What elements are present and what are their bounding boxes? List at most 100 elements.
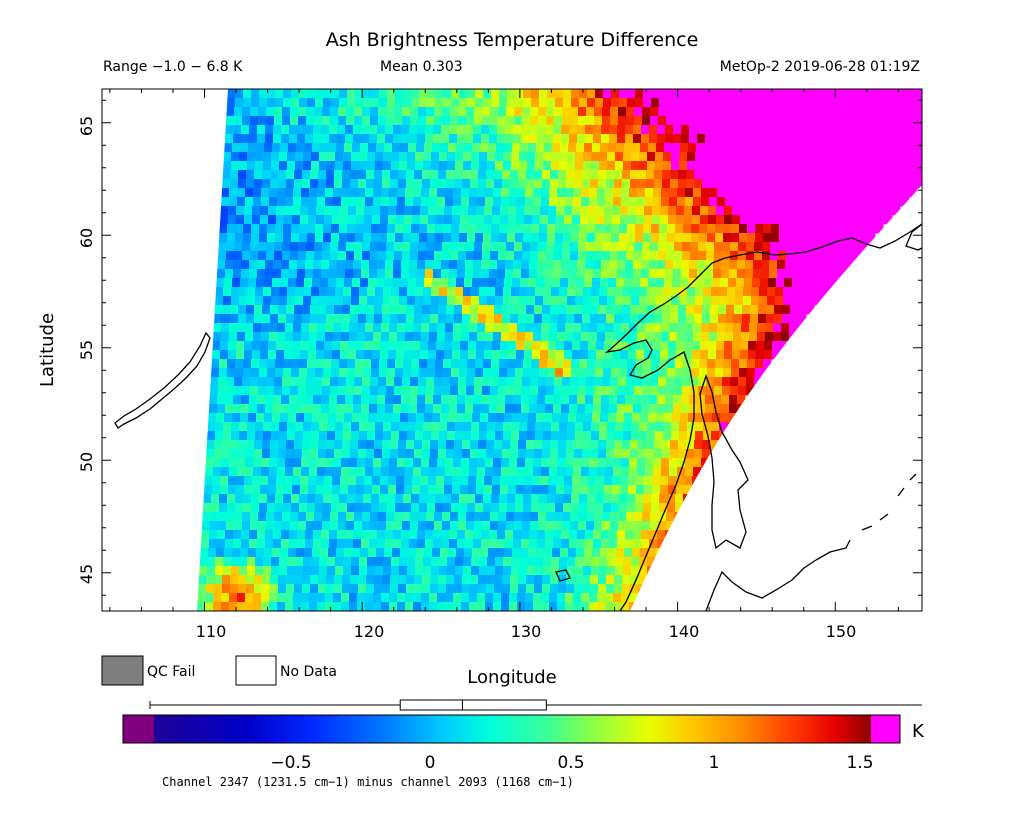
heatmap-cell	[277, 467, 286, 477]
heatmap-cell	[413, 467, 422, 477]
heatmap-cell	[229, 467, 238, 477]
heatmap-cell	[891, 98, 900, 108]
heatmap-cell	[267, 233, 276, 243]
heatmap-cell	[529, 395, 538, 405]
heatmap-cell	[407, 161, 416, 171]
heatmap-cell	[857, 134, 866, 144]
heatmap-cell	[915, 98, 922, 108]
heatmap-cell	[390, 449, 399, 459]
heatmap-cell	[325, 332, 334, 342]
heatmap-cell	[792, 143, 801, 153]
heatmap-cell	[533, 593, 542, 603]
heatmap-cell	[653, 188, 662, 198]
heatmap-cell	[669, 197, 678, 207]
heatmap-cell	[304, 413, 313, 423]
heatmap-cell	[736, 143, 745, 153]
heatmap-cell	[313, 269, 322, 279]
heatmap-cell	[825, 134, 834, 144]
heatmap-cell	[218, 251, 227, 261]
heatmap-cell	[434, 107, 443, 117]
heatmap-cell	[335, 431, 344, 441]
heatmap-cell	[662, 314, 671, 324]
heatmap-cell	[675, 494, 684, 504]
heatmap-cell	[612, 476, 621, 486]
heatmap-cell	[323, 368, 332, 378]
heatmap-cell	[655, 287, 664, 297]
heatmap-cell	[321, 395, 330, 405]
heatmap-cell	[489, 395, 498, 405]
heatmap-cell	[723, 224, 732, 234]
heatmap-cell	[374, 305, 383, 315]
heatmap-cell	[368, 278, 377, 288]
heatmap-cell	[455, 287, 464, 297]
heatmap-cell	[792, 278, 801, 288]
heatmap-cell	[454, 305, 463, 315]
heatmap-cell	[330, 107, 339, 117]
heatmap-cell	[799, 287, 808, 297]
heatmap-cell	[534, 440, 543, 450]
heatmap-cell	[395, 224, 404, 234]
heatmap-cell	[279, 287, 288, 297]
heatmap-cell	[479, 287, 488, 297]
heatmap-cell	[239, 296, 248, 306]
heatmap-cell	[712, 413, 721, 423]
heatmap-cell	[537, 530, 546, 540]
heatmap-cell	[691, 359, 700, 369]
heatmap-cell	[436, 206, 445, 216]
heatmap-cell	[325, 467, 334, 477]
heatmap-cell	[589, 197, 598, 207]
heatmap-cell	[486, 179, 495, 189]
heatmap-cell	[287, 152, 296, 162]
heatmap-cell	[693, 188, 702, 198]
heatmap-cell	[770, 107, 779, 117]
heatmap-cell	[609, 539, 618, 549]
heatmap-cell	[470, 440, 479, 450]
heatmap-cell	[309, 323, 318, 333]
heatmap-cell	[542, 314, 551, 324]
heatmap-cell	[391, 296, 400, 306]
heatmap-cell	[362, 521, 371, 531]
heatmap-cell	[369, 134, 378, 144]
heatmap-cell	[711, 422, 720, 432]
heatmap-cell	[663, 296, 672, 306]
heatmap-cell	[339, 233, 348, 243]
heatmap-cell	[743, 287, 752, 297]
heatmap-cell	[511, 152, 520, 162]
heatmap-cell	[698, 377, 707, 387]
heatmap-cell	[530, 116, 539, 126]
heatmap-cell	[711, 296, 720, 306]
heatmap-cell	[821, 188, 830, 198]
heatmap-cell	[607, 566, 616, 576]
heatmap-cell	[408, 143, 417, 153]
heatmap-cell	[378, 107, 387, 117]
heatmap-cell	[603, 89, 612, 99]
heatmap-cell	[221, 458, 230, 468]
heatmap-cell	[537, 395, 546, 405]
heatmap-cell	[322, 521, 331, 531]
heatmap-cell	[741, 197, 750, 207]
heatmap-cell	[547, 503, 556, 513]
heatmap-cell	[257, 539, 266, 549]
heatmap-cell	[703, 161, 712, 171]
heatmap-cell	[850, 242, 859, 252]
heatmap-cell	[357, 458, 366, 468]
heatmap-cell	[774, 179, 783, 189]
heatmap-cell	[565, 458, 574, 468]
heatmap-cell	[344, 548, 353, 558]
heatmap-cell	[867, 98, 876, 108]
heatmap-cell	[397, 593, 406, 603]
heatmap-cell	[210, 386, 219, 396]
heatmap-cell	[232, 548, 241, 558]
heatmap-cell	[418, 251, 427, 261]
heatmap-cell	[623, 557, 632, 567]
heatmap-cell	[462, 179, 471, 189]
heatmap-cell	[431, 557, 440, 567]
heatmap-cell	[582, 170, 591, 180]
heatmap-cell	[244, 341, 253, 351]
heatmap-cell	[579, 359, 588, 369]
heatmap-cell	[517, 458, 526, 468]
heatmap-cell	[615, 557, 624, 567]
heatmap-cell	[374, 314, 383, 324]
heatmap-cell	[793, 269, 802, 279]
heatmap-cell	[271, 152, 280, 162]
